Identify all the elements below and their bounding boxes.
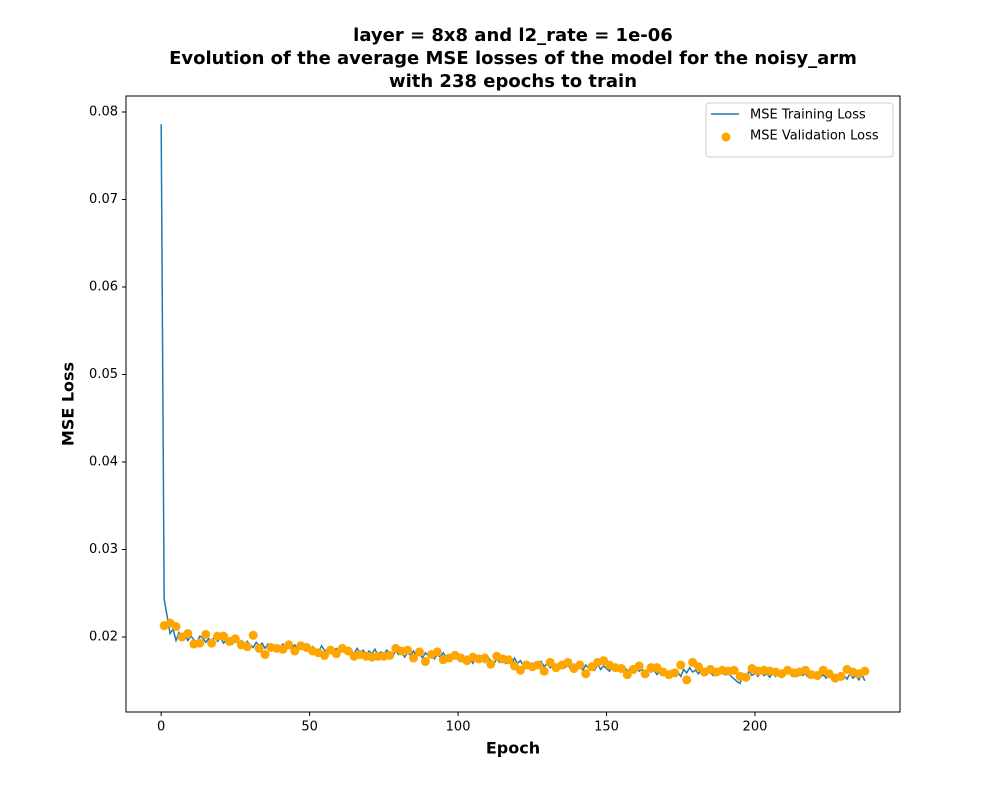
validation-point xyxy=(331,649,341,659)
validation-point xyxy=(545,657,555,667)
validation-point xyxy=(409,653,419,663)
x-axis-label: Epoch xyxy=(486,739,540,758)
validation-point xyxy=(290,646,300,656)
validation-point xyxy=(201,629,211,639)
validation-point xyxy=(563,657,573,667)
validation-point xyxy=(539,666,549,676)
x-tick-label: 0 xyxy=(157,720,165,735)
validation-point xyxy=(420,657,430,667)
legend-box xyxy=(705,102,894,158)
validation-point xyxy=(640,669,650,679)
x-tick-label: 200 xyxy=(743,720,768,735)
validation-point xyxy=(533,660,543,670)
legend-label: MSE Training Loss xyxy=(750,108,866,123)
y-tick-label: 0.07 xyxy=(89,192,118,207)
plot-area xyxy=(159,124,870,685)
validation-point xyxy=(319,650,329,660)
axes-frame xyxy=(125,95,901,713)
validation-point xyxy=(414,647,424,657)
validation-point xyxy=(480,653,490,663)
validation-point xyxy=(581,669,591,679)
legend-label: MSE Validation Loss xyxy=(750,129,879,144)
validation-point xyxy=(343,646,353,656)
validation-point xyxy=(860,666,870,676)
y-tick-label: 0.04 xyxy=(89,455,118,470)
chart-title: Evolution of the average MSE losses of t… xyxy=(169,48,857,69)
validation-point xyxy=(622,670,632,680)
validation-point xyxy=(183,629,193,639)
validation-point xyxy=(515,665,525,675)
chart-title: layer = 8x8 and l2_rate = 1e-06 xyxy=(353,25,673,46)
validation-point xyxy=(242,642,252,652)
validation-point xyxy=(195,638,205,648)
validation-point xyxy=(812,671,822,681)
validation-point xyxy=(741,672,751,682)
validation-point xyxy=(254,643,264,653)
y-tick-label: 0.08 xyxy=(89,105,118,120)
validation-point xyxy=(403,645,413,655)
validation-point xyxy=(385,650,395,660)
validation-point xyxy=(836,671,846,681)
validation-point xyxy=(486,659,496,669)
validation-point xyxy=(729,665,739,675)
y-tick-label: 0.05 xyxy=(89,367,118,382)
validation-point xyxy=(432,647,442,657)
validation-point xyxy=(575,660,585,670)
validation-point xyxy=(504,655,514,665)
legend-marker xyxy=(721,132,731,142)
validation-point xyxy=(616,664,626,674)
validation-point xyxy=(694,662,704,672)
validation-point xyxy=(634,661,644,671)
y-axis-label: MSE Loss xyxy=(59,362,78,446)
x-tick-label: 150 xyxy=(594,720,619,735)
validation-point xyxy=(171,622,181,632)
validation-point xyxy=(219,631,229,641)
validation-point xyxy=(207,638,217,648)
validation-point xyxy=(670,668,680,678)
x-tick-label: 100 xyxy=(446,720,471,735)
chart-title: with 238 epochs to train xyxy=(389,71,637,92)
validation-point xyxy=(682,675,692,685)
validation-point xyxy=(284,640,294,650)
validation-point xyxy=(260,650,270,660)
x-tick-label: 50 xyxy=(301,720,318,735)
validation-point xyxy=(248,630,258,640)
y-tick-label: 0.02 xyxy=(89,630,118,645)
validation-point xyxy=(230,634,240,644)
y-tick-label: 0.03 xyxy=(89,542,118,557)
y-tick-label: 0.06 xyxy=(89,280,118,295)
validation-point xyxy=(676,660,686,670)
